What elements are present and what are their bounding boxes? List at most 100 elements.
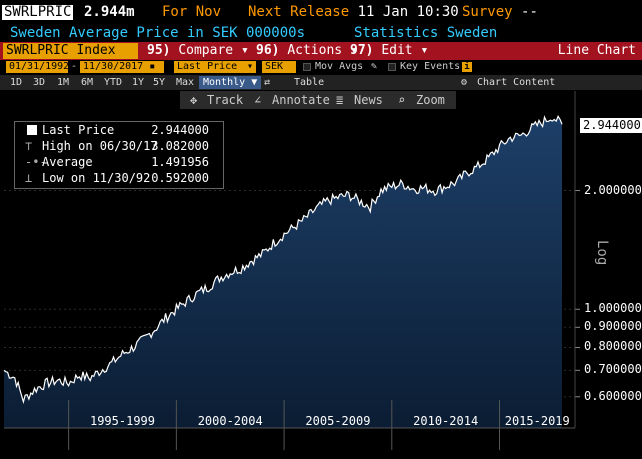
range-6m[interactable]: 6M [81, 77, 94, 88]
chevron-down-icon: ▼ [251, 77, 258, 88]
chart-mode-icon[interactable]: ⇄ [264, 77, 271, 88]
info-icon[interactable]: i [462, 62, 472, 72]
security-description: Sweden Average Price in SEK 000000s [10, 25, 306, 41]
next-release-value: 11 Jan 10:30 [357, 4, 459, 20]
x-tick-label: 2005-2009 [305, 414, 371, 428]
period-label: For Nov [162, 4, 222, 20]
news-button[interactable]: News [354, 93, 383, 107]
average-marker-icon: -•- [25, 155, 47, 169]
ticker-symbol[interactable]: SWRLPRIC [2, 4, 74, 20]
mov-avgs-label: Mov Avgs [315, 61, 364, 72]
legend-last-value: 2.944000 [151, 123, 209, 137]
mov-avgs-checkbox[interactable] [303, 63, 311, 71]
pencil-icon[interactable]: ✎ [371, 61, 378, 72]
y-tick-label: 2.000000 [584, 182, 642, 197]
compare-label: Compare [178, 43, 234, 58]
currency-value: SEK [265, 61, 284, 72]
legend-high-label: High on 06/30/17 [42, 139, 158, 153]
y-tick-label: 0.600000 [584, 388, 642, 403]
legend-high-value: 3.082000 [151, 139, 209, 153]
start-date-field[interactable]: 01/31/1992 [6, 61, 69, 73]
data-source: Statistics Sweden [354, 25, 498, 41]
last-price-swatch-icon [27, 125, 37, 135]
actions-number: 96) [256, 43, 280, 58]
field-value: Last Price [177, 61, 238, 72]
range-1m[interactable]: 1M [57, 77, 70, 88]
security-index-field[interactable]: SWRLPRIC Index [3, 43, 138, 59]
chart-toolbar: ✥ Track ∠ Annotate ≣ News ⌕ Zoom [180, 91, 456, 109]
range-bar: 1D 3D 1M 6M YTD 1Y 5Y Max Monthly ▼ ⇄ Ta… [0, 75, 642, 90]
periodicity-value: Monthly [203, 77, 246, 88]
survey: Survey -- [462, 5, 538, 20]
key-events-label: Key Events [400, 61, 461, 72]
x-tick-label: 2015-2019 [504, 414, 570, 428]
track-button[interactable]: Track [207, 93, 244, 107]
key-events-checkbox[interactable] [388, 63, 396, 71]
description-bar: Sweden Average Price in SEK 000000s Stat… [0, 24, 642, 42]
next-release: Next Release 11 Jan 10:30 [248, 5, 459, 20]
date-separator: - [71, 61, 78, 72]
chart-content-icon[interactable]: ⚙ [461, 77, 468, 88]
legend-box: Last Price 2.944000 ⊤ High on 06/30/17 3… [14, 121, 224, 189]
next-release-label: Next Release [248, 4, 350, 20]
low-marker-icon: ⊥ [25, 171, 33, 185]
legend-average-value: 1.491956 [151, 155, 209, 169]
edit-number: 97) [350, 43, 374, 58]
legend-low: ⊥ Low on 11/30/92 0.592000 [15, 170, 223, 186]
legend-average-label: Average [42, 155, 93, 169]
edit-label: Edit [381, 43, 413, 58]
zoom-button[interactable]: Zoom [416, 93, 445, 107]
zoom-icon[interactable]: ⌕ [398, 93, 406, 107]
legend-high: ⊤ High on 06/30/17 3.082000 [15, 138, 223, 154]
edit-button[interactable]: 97) Edit ▾ [350, 43, 428, 59]
y-tick-label: 0.800000 [584, 339, 642, 354]
y-tick-label: 1.000000 [584, 301, 642, 316]
chart-type-label: Line Chart [557, 43, 636, 58]
compare-button[interactable]: 95) Compare ▾ [147, 43, 249, 59]
field-select[interactable]: Last Price ▾ [174, 61, 256, 73]
annotate-button[interactable]: Annotate [272, 93, 330, 107]
annotate-icon[interactable]: ∠ [254, 93, 262, 107]
actions-label: Actions [287, 43, 343, 58]
legend-last-price[interactable]: Last Price 2.944000 [15, 122, 223, 138]
x-tick-label: 2010-2014 [413, 414, 479, 428]
current-value: 2.944m [84, 4, 135, 20]
news-icon[interactable]: ≣ [336, 93, 344, 107]
range-1d[interactable]: 1D [10, 77, 23, 88]
y-tick-label: 0.700000 [584, 362, 642, 377]
x-tick-label: 2000-2004 [197, 414, 263, 428]
range-5y[interactable]: 5Y [153, 77, 166, 88]
controls-bar: 01/31/1992 - 11/30/2017 ▪ Last Price ▾ S… [0, 60, 642, 84]
chevron-down-icon: ▾ [420, 43, 429, 58]
periodicity-select[interactable]: Monthly ▼ [199, 76, 262, 89]
price-line[interactable] [3, 114, 563, 405]
range-ytd[interactable]: YTD [104, 77, 123, 88]
chart-content-button[interactable]: Chart Content [477, 77, 556, 88]
actions-button[interactable]: 96) Actions ▾ [256, 43, 358, 59]
chevron-down-icon: ▾ [349, 43, 358, 58]
legend-low-value: 0.592000 [151, 171, 209, 185]
legend-low-label: Low on 11/30/92 [42, 171, 151, 185]
calendar-icon[interactable]: ▪ [149, 61, 156, 72]
survey-label: Survey [462, 4, 513, 20]
log-scale-label[interactable]: Log [594, 240, 610, 266]
table-button[interactable]: Table [294, 77, 325, 88]
range-3d[interactable]: 3D [33, 77, 46, 88]
move-icon[interactable]: ✥ [190, 93, 198, 107]
end-date-value: 11/30/2017 [83, 61, 144, 72]
ticker-bar: SWRLPRIC 2.944m For Nov Next Release 11 … [0, 0, 642, 24]
x-axis-dividers [68, 400, 501, 450]
legend-last-label: Last Price [42, 123, 115, 137]
chevron-down-icon: ▾ [246, 61, 253, 72]
chevron-down-icon: ▾ [240, 43, 249, 58]
end-date-field[interactable]: 11/30/2017 ▪ [80, 61, 164, 73]
legend-average: -•- Average 1.491956 [15, 154, 223, 170]
price-area [4, 116, 562, 429]
compare-number: 95) [147, 43, 171, 58]
range-max[interactable]: Max [176, 77, 195, 88]
last-price-tag: 2.944000 [580, 118, 642, 133]
y-tick-label: 0.900000 [584, 319, 642, 334]
range-1y[interactable]: 1Y [132, 77, 145, 88]
high-marker-icon: ⊤ [25, 139, 33, 153]
